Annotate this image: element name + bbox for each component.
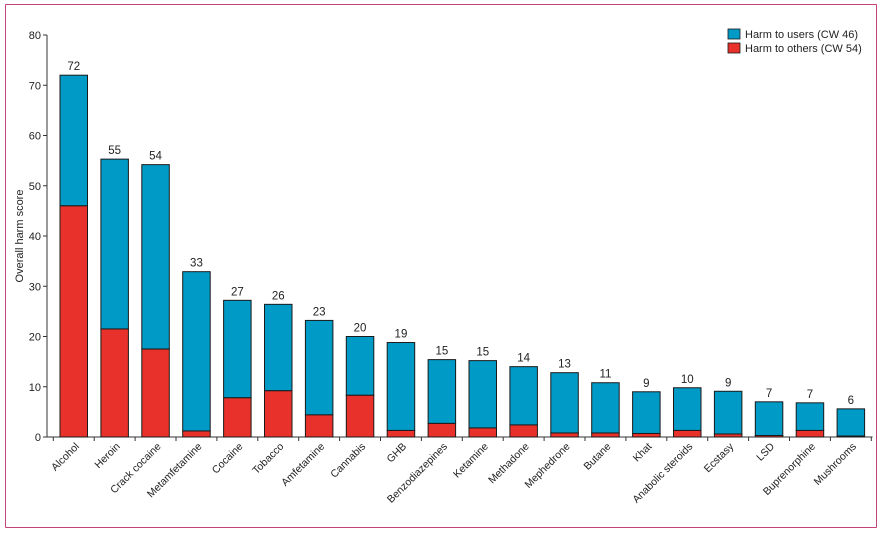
bar-harm-to-users [304, 319, 334, 416]
bar-harm-to-others [632, 432, 661, 438]
y-tick-label: 0 [35, 432, 41, 444]
bar-harm-to-others [427, 422, 457, 438]
x-tick-label: Cannabis [328, 441, 368, 481]
legend-swatch [727, 42, 741, 54]
data-label: 19 [395, 329, 408, 341]
data-label: 15 [435, 346, 448, 358]
y-axis-label: Overall harm score [14, 190, 26, 283]
legend-swatch [727, 28, 741, 40]
data-label: 7 [807, 389, 813, 401]
y-tick-label: 20 [29, 332, 41, 344]
legend: Harm to users (CW 46) Harm to others (CW … [727, 28, 862, 55]
y-tick-label: 40 [29, 231, 41, 243]
x-tick-label: Cocaine [210, 441, 246, 477]
data-label: 23 [313, 306, 326, 318]
bar-harm-to-others [509, 424, 538, 438]
data-label: 27 [231, 286, 244, 298]
bar-harm-to-others [468, 427, 497, 438]
bar-harm-to-users [141, 164, 170, 350]
x-tick-label: Alcohol [49, 441, 82, 474]
y-tick-label: 60 [29, 131, 41, 143]
x-tick-label: Tobacco [250, 441, 286, 477]
x-tick-label: GHB [384, 441, 409, 466]
bar-harm-to-users [100, 158, 129, 330]
bar-harm-to-others [304, 414, 334, 438]
bar-harm-to-others [795, 429, 825, 438]
x-tick-label: Amfetamine [279, 441, 327, 489]
bar-harm-to-others [673, 429, 702, 438]
bar-harm-to-users [550, 372, 579, 434]
bar-harm-to-users [713, 390, 743, 435]
data-label: 10 [681, 374, 694, 386]
legend-label: Harm to others (CW 54) [745, 43, 862, 55]
bar-harm-to-others [386, 429, 416, 438]
x-tick-label: Khat [631, 441, 655, 465]
bar-harm-to-others [100, 328, 129, 438]
bars [59, 74, 866, 438]
bar-harm-to-users [795, 402, 825, 431]
data-label: 54 [149, 151, 162, 163]
x-tick-label: Ecstasy [702, 440, 737, 475]
bar-harm-to-others [550, 432, 579, 438]
bar-harm-to-others [754, 434, 784, 438]
y-tick-label: 80 [29, 30, 41, 42]
data-label: 33 [190, 258, 203, 270]
legend-label: Harm to users (CW 46) [745, 29, 858, 41]
y-tick-label: 30 [29, 281, 41, 293]
bar-harm-to-users [754, 401, 784, 436]
bar-harm-to-users [182, 271, 211, 432]
data-label: 55 [108, 145, 121, 157]
bar-harm-to-users [673, 387, 702, 431]
bar-harm-to-others [141, 348, 170, 438]
y-tick-label: 70 [29, 80, 41, 92]
data-label: 6 [848, 395, 854, 407]
data-label: 20 [354, 323, 367, 335]
x-tick-label: Ketamine [451, 441, 491, 481]
data-label: 7 [766, 388, 772, 400]
x-tick-label: LSD [754, 440, 777, 463]
bar-harm-to-users [632, 391, 661, 434]
bar-harm-to-users [468, 360, 497, 429]
bar-harm-to-users [264, 303, 293, 392]
bar-harm-to-others [713, 433, 743, 438]
bar-harm-to-users [345, 336, 375, 396]
x-tick-label: Butane [582, 441, 614, 473]
x-tick-label: Mushrooms [812, 441, 859, 488]
data-label: 9 [725, 377, 731, 389]
bar-harm-to-others [182, 430, 211, 438]
bar-harm-to-others [223, 397, 252, 438]
bar-harm-to-others [836, 435, 866, 438]
x-tick-label: Heroin [92, 441, 122, 471]
data-label: 26 [272, 290, 285, 302]
data-label: 14 [517, 353, 530, 365]
bar-harm-to-users [223, 299, 252, 399]
bar-harm-to-users [427, 359, 457, 424]
data-label: 13 [558, 359, 571, 371]
bar-harm-to-others [591, 432, 620, 438]
y-tick-label: 10 [29, 382, 41, 394]
bar-harm-to-users [386, 342, 416, 431]
bar-harm-to-others [345, 394, 375, 438]
data-label: 15 [476, 347, 489, 359]
bar-harm-to-others [264, 390, 293, 438]
bar-harm-to-users [591, 382, 620, 434]
data-label: 9 [643, 378, 649, 390]
bar-harm-to-users [836, 408, 866, 437]
bar-harm-to-users [59, 74, 88, 207]
bar-harm-to-others [59, 205, 88, 438]
data-label: 11 [599, 369, 611, 381]
data-label: 72 [67, 61, 80, 73]
bar-harm-to-users [509, 366, 538, 426]
y-tick-label: 50 [29, 181, 41, 193]
